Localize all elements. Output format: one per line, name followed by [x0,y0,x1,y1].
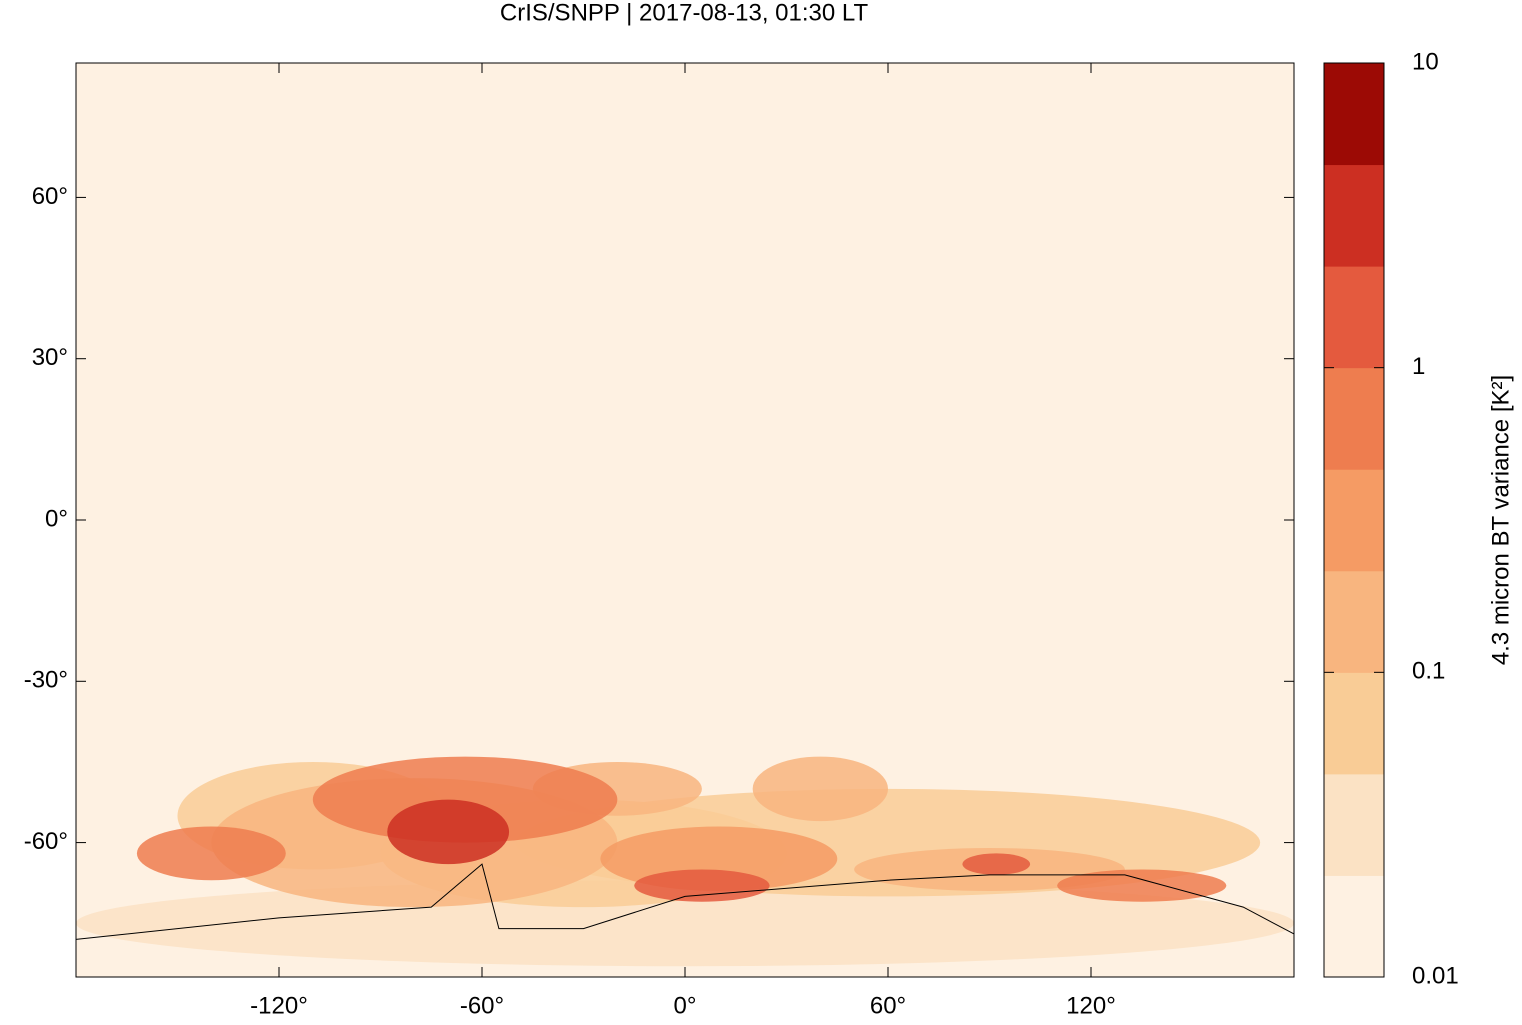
x-tick-label: -120° [250,992,308,1019]
field-patch [752,756,888,822]
colorbar-band [1324,469,1384,572]
colorbar-tick-label: 1 [1412,353,1425,380]
colorbar-frame [1323,62,1385,978]
x-tick-label: -60° [460,992,504,1019]
x-tick-label: 60° [870,992,906,1019]
x-tick-label: 0° [674,992,697,1019]
colorbar-band [1324,672,1384,775]
colorbar-band [1324,773,1384,876]
x-tick-label: 120° [1066,992,1116,1019]
colorbar-tick-label: 10 [1412,48,1439,75]
colorbar-band [1324,367,1384,470]
y-tick-label: 60° [32,183,68,210]
y-tick-label: 30° [32,344,68,371]
field-patch [136,826,286,881]
colorbar-band [1324,875,1384,978]
colorbar-tick-label: 0.1 [1412,658,1445,685]
y-tick-label: -30° [24,667,68,694]
colorbar-band [1324,63,1384,166]
colorbar-band [1324,570,1384,673]
y-tick-label: 0° [45,505,68,532]
colorbar-tick-label: 0.01 [1412,962,1459,989]
colorbar-band [1324,164,1384,267]
colorbar-band [1324,266,1384,369]
field-patch [312,756,618,843]
y-tick-label: -60° [24,828,68,855]
field-patch [962,853,1031,875]
field-patch [634,869,770,902]
field-patch [1057,869,1227,902]
chart-title: CrIS/SNPP | 2017-08-13, 01:30 LT [500,0,869,26]
field-patch [387,799,510,865]
field [76,63,1294,977]
colorbar-label: 4.3 micron BT variance [K²] [1487,375,1514,665]
coastline [76,863,1294,940]
